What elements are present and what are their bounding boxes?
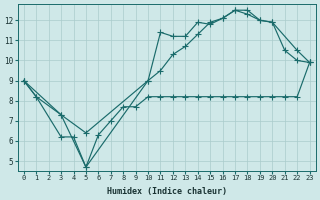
X-axis label: Humidex (Indice chaleur): Humidex (Indice chaleur) (107, 187, 227, 196)
